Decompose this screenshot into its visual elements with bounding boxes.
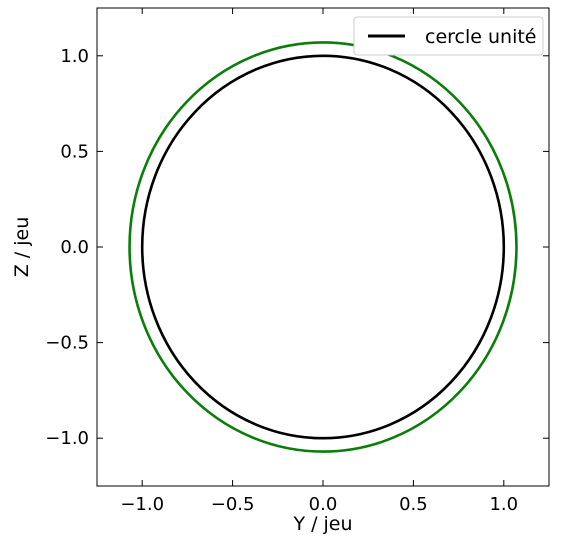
- y-tick-label: −1.0: [45, 428, 89, 449]
- y-tick-label: 0.5: [60, 141, 89, 162]
- x-axis-label: Y / jeu: [292, 513, 352, 535]
- tick-labels: −1.0 −0.5 0.0 0.5 1.0 −1.0 −0.5 0.0 0.5 1.0: [45, 46, 518, 515]
- x-tick-label: 1.0: [489, 494, 518, 515]
- x-tick-label: 0.0: [309, 494, 338, 515]
- x-tick-label: −0.5: [211, 494, 255, 515]
- x-tick-label: −1.0: [120, 494, 164, 515]
- y-tick-label: 0.0: [60, 237, 89, 258]
- series-0-circle: [128, 41, 518, 453]
- legend-box: [353, 16, 544, 56]
- legend-label: cercle unité: [425, 26, 537, 48]
- x-tick-label: 0.5: [399, 494, 428, 515]
- series-1-circle: [140, 54, 506, 440]
- plot-area: [128, 41, 518, 453]
- ticks: [97, 8, 549, 486]
- y-tick-label: 1.0: [60, 46, 89, 67]
- y-axis-label: Z / jeu: [11, 217, 33, 278]
- plot-frame: [96, 7, 550, 487]
- y-tick-label: −0.5: [45, 333, 89, 354]
- legend: cercle unité: [353, 16, 544, 56]
